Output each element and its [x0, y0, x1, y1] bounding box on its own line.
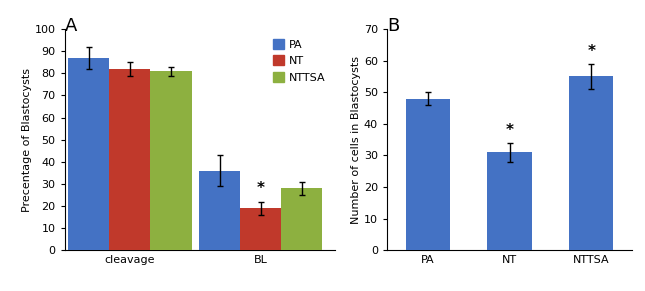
Y-axis label: Number of cells in Blastocysts: Number of cells in Blastocysts [351, 56, 361, 224]
Bar [150, 71, 192, 250]
Text: A: A [64, 17, 77, 36]
Y-axis label: Precentage of Blastocysts: Precentage of Blastocysts [22, 68, 32, 212]
Bar [110, 69, 150, 250]
Text: *: * [257, 181, 264, 196]
Legend: PA, NT, NTTSA: PA, NT, NTTSA [269, 35, 330, 87]
Bar [240, 208, 281, 250]
Bar [488, 152, 531, 250]
Text: *: * [587, 44, 595, 59]
Text: *: * [506, 123, 513, 138]
Text: B: B [387, 17, 399, 36]
Bar [281, 188, 322, 250]
Bar [569, 77, 613, 250]
Bar [199, 171, 240, 250]
Bar [68, 58, 110, 250]
Bar [406, 99, 450, 250]
